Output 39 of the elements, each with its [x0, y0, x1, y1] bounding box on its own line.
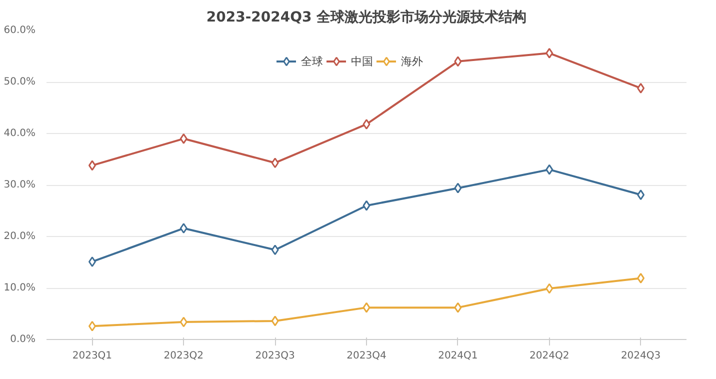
point	[362, 302, 370, 313]
y-tick-label: 40.0%	[4, 128, 36, 139]
y-tick-label: 10.0%	[4, 282, 36, 294]
point	[362, 200, 370, 211]
point	[454, 302, 462, 313]
point	[362, 118, 370, 130]
point	[637, 272, 645, 284]
y-tick-label: 30.0%	[4, 180, 36, 190]
point	[454, 182, 462, 194]
x-tick-label: 2023Q4	[346, 350, 386, 362]
y-tick-label: 60.0%	[4, 25, 36, 36]
point	[271, 316, 279, 326]
point	[546, 283, 554, 294]
point	[88, 320, 96, 332]
point	[271, 244, 279, 256]
point	[180, 316, 188, 328]
point	[546, 164, 554, 175]
x-tick-label: 2023Q3	[255, 350, 295, 362]
legend-label: 中国	[351, 54, 373, 68]
point	[88, 256, 96, 267]
y-tick-label: 50.0%	[4, 76, 36, 88]
point	[271, 158, 279, 168]
y-tick-label: 0.0%	[10, 334, 36, 345]
x-tick-label: 2024Q2	[530, 350, 570, 362]
legend-label: 全球	[301, 54, 323, 68]
point	[546, 48, 554, 58]
x-tick-label: 2023Q2	[164, 350, 204, 362]
legend-label: 海外	[401, 54, 423, 68]
point	[637, 82, 645, 94]
point	[180, 133, 188, 144]
point	[180, 223, 188, 234]
point	[88, 160, 96, 171]
point	[637, 190, 645, 200]
x-tick-label: 2023Q1	[72, 350, 112, 362]
y-tick-label: 20.0%	[4, 231, 36, 242]
point	[454, 56, 462, 67]
x-tick-label: 2024Q1	[438, 350, 478, 362]
chart-title: 2023-2024Q3 全球激光投影市场分光源技术结构	[206, 8, 527, 26]
x-tick-label: 2024Q3	[620, 350, 661, 362]
